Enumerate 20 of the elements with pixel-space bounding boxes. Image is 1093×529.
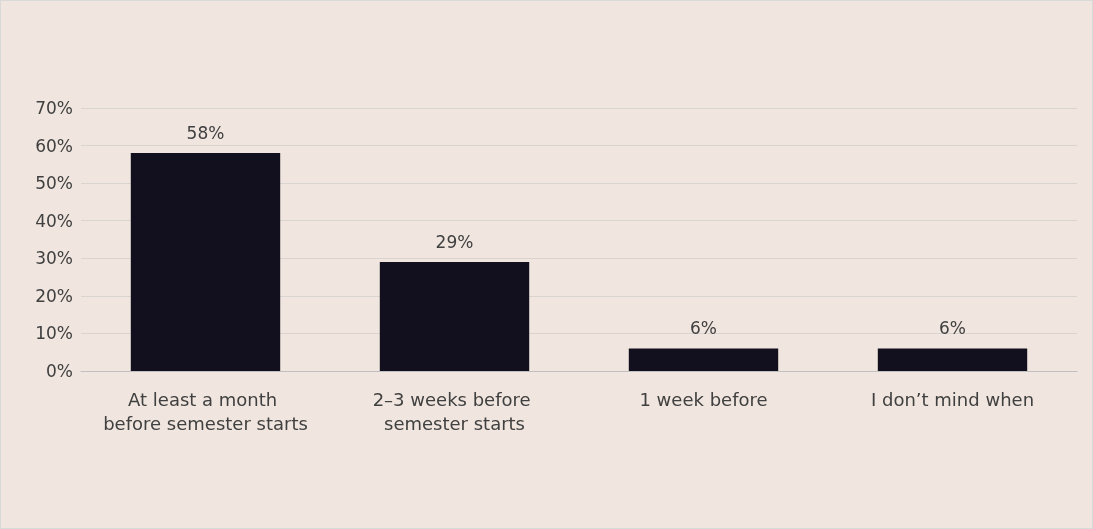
- x-tick-label: 2–3 weeks before semester starts: [372, 388, 537, 434]
- y-tick-label: 30%: [35, 248, 73, 269]
- bar: [130, 153, 281, 371]
- y-tick-label: 10%: [35, 323, 73, 344]
- y-tick-label: 20%: [35, 285, 73, 306]
- y-tick-label: 40%: [35, 210, 73, 231]
- y-tick-label: 0%: [46, 361, 73, 381]
- data-label: 6%: [690, 317, 717, 338]
- bar: [877, 348, 1028, 371]
- data-label: 58%: [186, 122, 225, 143]
- x-tick-label: 1 week before: [639, 388, 768, 410]
- x-tick-label: At least a month before semester starts: [103, 388, 308, 434]
- y-tick-label: 60%: [35, 135, 73, 156]
- data-label: 6%: [939, 317, 966, 338]
- y-tick-label: 70%: [35, 98, 73, 118]
- data-label: 29%: [435, 231, 474, 252]
- bar: [379, 262, 530, 371]
- x-tick-label: I don’t mind when: [870, 388, 1035, 410]
- y-tick-label: 50%: [35, 173, 73, 194]
- bar: [628, 348, 779, 371]
